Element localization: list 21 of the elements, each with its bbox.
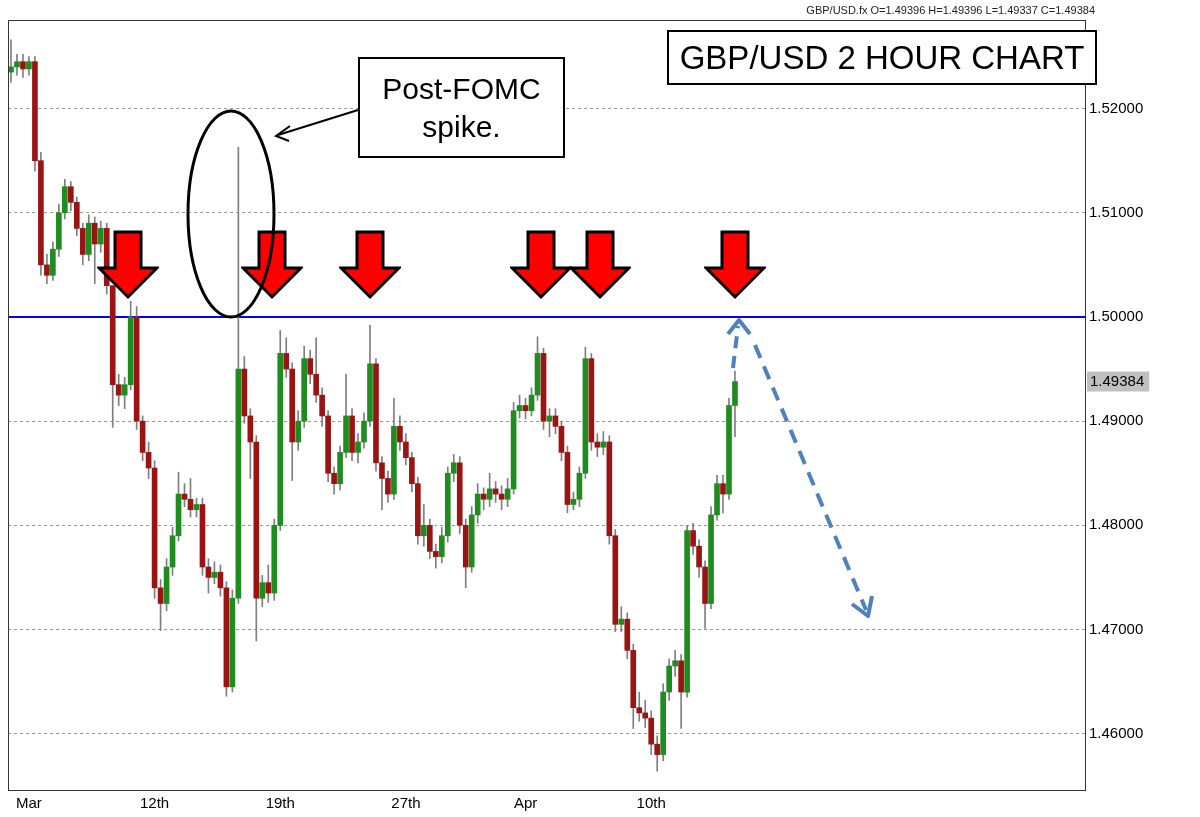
x-tick-label: 10th <box>636 794 666 812</box>
candlestick <box>618 606 625 632</box>
y-tick-label: 1.49000 <box>1089 411 1144 429</box>
candlestick <box>421 504 427 547</box>
y-tick-label: 1.46000 <box>1089 723 1144 741</box>
chart-subtitle: GBP/USD.fx O=1.49396 H=1.49396 L=1.49337 C=1.49384 <box>806 4 1095 16</box>
y-tick-label: 1.50000 <box>1089 307 1144 325</box>
y-tick-label: 1.51000 <box>1089 202 1144 220</box>
x-tick-label: 19th <box>265 794 295 812</box>
x-tick-label: 12th <box>139 794 170 812</box>
y-tick-label: 1.48000 <box>1089 515 1144 533</box>
text: 1.49384 <box>1090 371 1145 389</box>
y-tick-label: 1.52000 <box>1089 98 1144 116</box>
candlestick <box>672 650 678 677</box>
x-tick-label: Mar <box>16 794 42 812</box>
x-tick-label: 27th <box>391 794 421 812</box>
y-tick-label: 1.47000 <box>1089 619 1144 637</box>
candlestick <box>642 700 649 728</box>
text: GBP/USD 2 HOUR CHART <box>667 30 1097 85</box>
x-tick-label: Apr <box>513 794 538 812</box>
annotation: Post-FOMC spike. <box>358 57 565 158</box>
